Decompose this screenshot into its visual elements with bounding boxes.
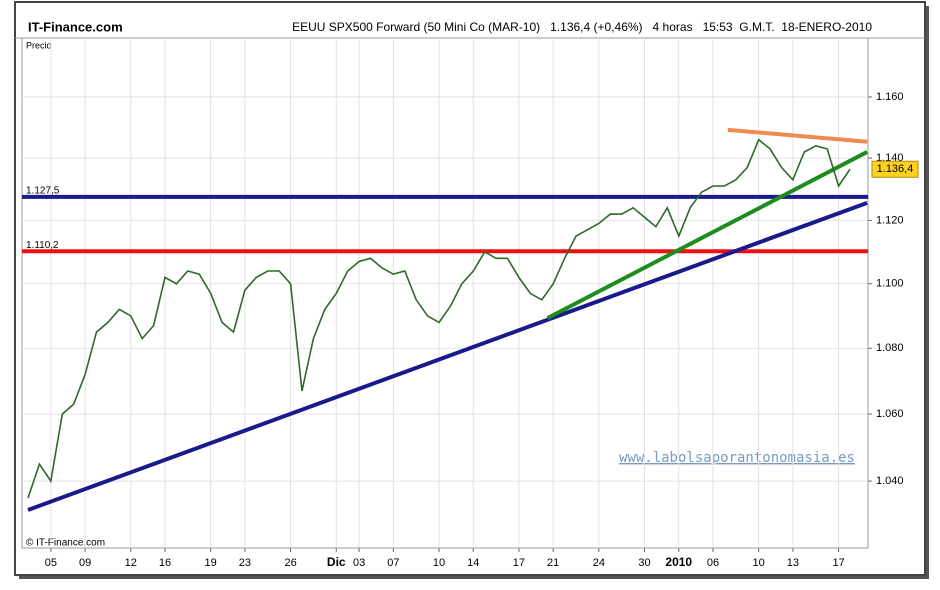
y-label: Precio xyxy=(26,40,52,50)
chart-title: EEUU SPX500 Forward (50 Mini Co (MAR-10)… xyxy=(292,20,872,34)
x-tick-label: 2010 xyxy=(665,555,692,569)
x-tick-label: 10 xyxy=(433,557,445,569)
x-tick-label: 03 xyxy=(353,557,365,569)
x-tick-label: 09 xyxy=(79,557,91,569)
y-tick-label: 1.100 xyxy=(876,278,904,290)
last-price-label: 1.136,4 xyxy=(877,163,914,175)
x-tick-label: 07 xyxy=(387,557,399,569)
x-tick-label: 17 xyxy=(832,557,844,569)
watermark: www.labolsaporantonomasia.es xyxy=(619,450,855,466)
plot-area xyxy=(21,37,869,549)
x-tick-label: 30 xyxy=(638,557,650,569)
x-tick-label: 16 xyxy=(159,557,171,569)
last-price-box xyxy=(871,160,919,178)
x-tick-label: 05 xyxy=(45,557,57,569)
x-tick-label: 06 xyxy=(707,557,719,569)
y-tick-label: 1.160 xyxy=(876,91,904,103)
y-tick-label: 1.040 xyxy=(876,475,904,487)
y-tick-label: 1.080 xyxy=(876,342,904,354)
trendline xyxy=(727,127,868,144)
level-label: 1.110,2 xyxy=(26,240,59,251)
price-line xyxy=(27,138,851,499)
x-tick-label: 23 xyxy=(239,557,251,569)
x-tick-label: 10 xyxy=(753,557,765,569)
x-tick-label: 12 xyxy=(125,557,137,569)
x-tick-label: 13 xyxy=(787,557,799,569)
x-tick-label: 21 xyxy=(547,557,559,569)
level-label: 1.127,5 xyxy=(26,186,60,197)
y-tick-label: 1.120 xyxy=(876,214,904,226)
source: IT-Finance.com xyxy=(28,19,123,34)
x-tick-label: 17 xyxy=(513,557,525,569)
x-tick-label: Dic xyxy=(327,555,346,569)
x-tick-label: 26 xyxy=(284,557,296,569)
copyright: © IT-Finance.com xyxy=(26,538,105,549)
y-tick-label: 1.060 xyxy=(876,408,904,420)
x-tick-label: 24 xyxy=(593,557,605,569)
trendline xyxy=(27,200,868,512)
x-tick-label: 14 xyxy=(467,557,479,569)
x-tick-label: 19 xyxy=(205,557,217,569)
trendline xyxy=(546,150,869,320)
